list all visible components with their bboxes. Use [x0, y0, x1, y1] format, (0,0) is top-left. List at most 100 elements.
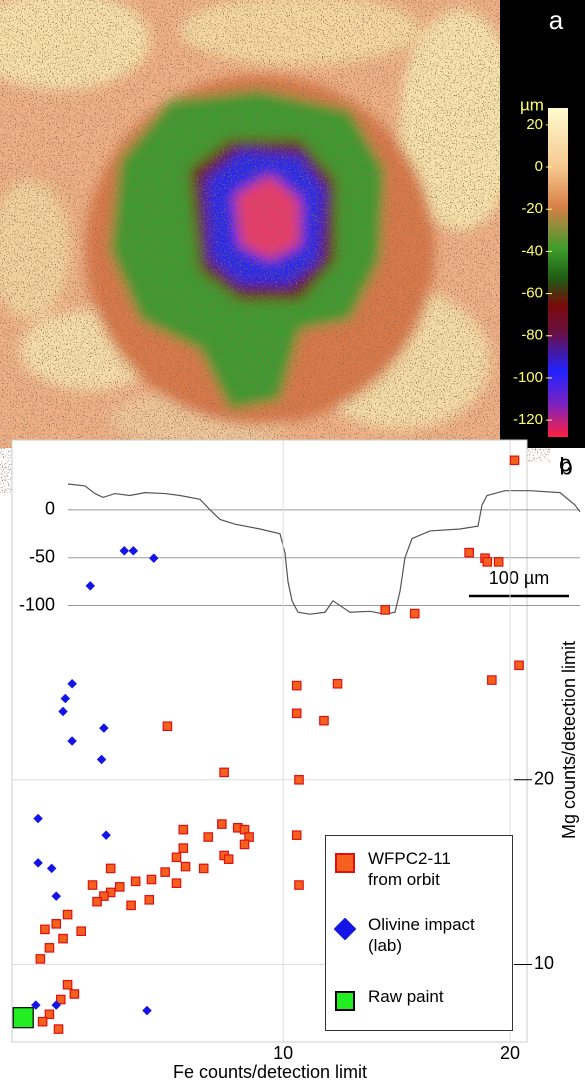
square-marker: [219, 767, 229, 778]
square-marker: [180, 861, 191, 872]
square-marker: [514, 660, 524, 671]
square-marker: [319, 715, 329, 726]
x-tick-label: 10: [273, 1043, 293, 1063]
y-axis-label: Mg counts/detection limit: [559, 641, 579, 839]
diamond-marker: [60, 693, 71, 704]
square-marker: [87, 880, 98, 890]
square-marker: [160, 867, 170, 877]
square-marker: [239, 839, 250, 850]
square-marker: [92, 896, 102, 907]
square-marker: [493, 557, 504, 567]
height-map: [0, 0, 520, 450]
square-marker: [217, 819, 227, 829]
square-marker: [409, 608, 420, 619]
square-marker: [35, 954, 46, 964]
square-marker: [44, 943, 55, 953]
diamond-marker: [67, 736, 77, 746]
panel-label: b: [559, 453, 572, 480]
diamond-marker: [30, 1000, 41, 1010]
y-tick-label: 0: [45, 499, 55, 519]
colorbar-tick-label: 20: [526, 116, 543, 133]
square-marker: [58, 933, 68, 944]
square-marker: [144, 895, 155, 905]
square-marker: [335, 991, 355, 1011]
scale-bar-label: 100 µm: [489, 568, 549, 588]
legend-marker: [335, 991, 355, 1011]
colorbar-tick-label: -80: [521, 327, 543, 344]
legend-label: Olivine impact (lab): [368, 915, 475, 955]
square-marker: [380, 605, 391, 615]
diamond-marker: [128, 545, 139, 556]
square-marker: [114, 882, 125, 892]
diamond-marker: [51, 1000, 62, 1010]
diamond-marker: [334, 918, 356, 940]
square-marker: [37, 1016, 48, 1027]
diamond-marker: [85, 581, 96, 591]
diamond-marker: [33, 858, 43, 868]
y-tick-label: 20: [534, 769, 554, 789]
square-marker: [40, 924, 50, 935]
legend-item: WFPC2-11 from orbit: [334, 848, 486, 890]
diamond-marker: [148, 553, 159, 564]
diamond-marker: [51, 891, 62, 901]
diamond-marker: [46, 863, 57, 874]
square-marker: [171, 852, 182, 863]
square-marker: [44, 1009, 55, 1020]
diamond-marker: [33, 813, 43, 824]
panel-label: a: [549, 5, 564, 35]
square-marker: [487, 675, 497, 685]
diamond-marker: [142, 1005, 152, 1016]
diamond-marker: [119, 545, 130, 556]
legend-marker: [334, 918, 356, 940]
square-marker: [178, 843, 189, 853]
square-marker: [126, 900, 136, 911]
legend-label: WFPC2-11 from orbit: [368, 849, 451, 889]
colorbar-tick-label: 0: [535, 158, 543, 175]
square-marker: [76, 926, 86, 937]
x-axis-label: Fe counts/detection limit: [173, 1062, 367, 1082]
square-marker: [62, 979, 73, 990]
square-marker: [203, 832, 214, 842]
y-tick-label: -50: [29, 546, 55, 566]
square-marker: [335, 853, 355, 873]
square-marker: [223, 854, 234, 864]
square-marker: [55, 994, 66, 1005]
square-marker: [291, 680, 302, 691]
profile-line: [67, 483, 581, 615]
square-marker: [62, 909, 73, 920]
legend-item: Olivine impact (lab): [334, 914, 486, 956]
square-marker: [171, 878, 182, 888]
legend-label: Raw paint: [368, 987, 444, 1006]
colorbar-background: [500, 0, 585, 448]
diamond-marker: [67, 678, 77, 689]
square-marker: [291, 708, 302, 719]
colorbar-tick-label: -60: [521, 285, 543, 302]
square-marker: [99, 891, 109, 901]
diamond-marker: [96, 754, 107, 765]
square-marker: [69, 989, 80, 999]
square-marker: [198, 863, 209, 874]
square-marker: [178, 824, 189, 835]
square-marker: [146, 874, 157, 885]
square-marker: [464, 547, 474, 558]
square-marker: [51, 919, 62, 929]
colorbar-tick-label: -20: [521, 200, 543, 217]
colorbar-label: µm: [520, 95, 544, 114]
colorbar-tick-label: -40: [521, 242, 543, 259]
colorbar-tick-label: -100: [513, 369, 543, 386]
legend: WFPC2-11 from orbit Olivine impact (lab) R…: [325, 835, 513, 1031]
square-marker: [294, 880, 304, 890]
colorbar: [548, 108, 568, 437]
colorbar-tick-label: -120: [513, 411, 543, 428]
square-marker: [482, 557, 493, 567]
diamond-marker: [99, 723, 109, 733]
square-marker: [105, 863, 116, 874]
square-marker: [12, 1007, 34, 1029]
square-marker: [332, 678, 343, 689]
legend-marker: [335, 853, 355, 873]
panel-label: c: [559, 450, 571, 477]
square-marker: [162, 721, 173, 732]
diamond-marker: [101, 830, 112, 841]
square-marker: [130, 876, 141, 887]
